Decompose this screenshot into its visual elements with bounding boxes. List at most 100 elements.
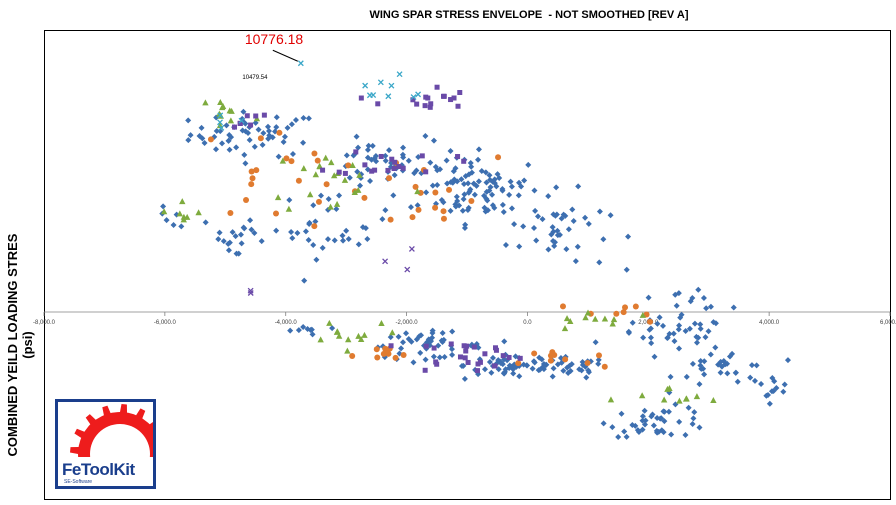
data-point-triangle [389, 329, 396, 336]
data-point-diamond [550, 228, 557, 235]
x-tick-label: 6,000.0 [880, 320, 896, 326]
data-point-triangle [660, 396, 668, 403]
data-point-diamond [317, 192, 324, 199]
data-point-diamond [434, 182, 441, 189]
logo-tagline: SE-Software [64, 479, 93, 485]
data-point-diamond [676, 322, 683, 329]
data-point-diamond [429, 330, 436, 337]
data-point-diamond [273, 114, 280, 121]
data-point-circle [248, 181, 255, 188]
data-point-diamond [582, 214, 589, 221]
data-point-diamond [447, 147, 454, 154]
data-point-diamond [550, 365, 557, 372]
data-point-triangle [317, 336, 324, 343]
data-point-diamond [294, 229, 301, 236]
data-point-square [462, 355, 468, 361]
data-point-diamond [501, 338, 508, 345]
data-point-diamond [359, 224, 366, 231]
data-point-diamond [585, 367, 592, 374]
data-point-square [455, 103, 461, 109]
data-point-diamond [532, 207, 539, 214]
data-point-triangle [300, 165, 308, 172]
data-point-circle [400, 352, 407, 359]
data-point-diamond [259, 141, 266, 148]
data-point-x [217, 119, 223, 126]
data-point-diamond [656, 314, 663, 321]
data-point-square [461, 343, 467, 349]
data-point-diamond [306, 221, 313, 228]
data-point-diamond [682, 432, 689, 439]
data-point-diamond [651, 353, 658, 360]
data-point-diamond [689, 420, 696, 427]
data-point-diamond [670, 330, 677, 337]
data-point-square [244, 113, 250, 119]
data-point-triangle [341, 176, 349, 183]
data-point-square [253, 113, 259, 119]
data-point-diamond [246, 136, 253, 143]
data-point-triangle [334, 328, 341, 335]
data-point-diamond [673, 302, 680, 309]
data-point-square [475, 361, 481, 367]
annotation-secondary: 10479.54 [242, 75, 268, 81]
data-point-circle [314, 157, 321, 164]
data-point-diamond [475, 178, 482, 185]
data-point-diamond [364, 154, 371, 161]
data-point-triangle [639, 311, 647, 318]
data-point-diamond [648, 340, 655, 347]
data-point-diamond [717, 369, 724, 376]
data-point-diamond [185, 117, 192, 124]
data-point-diamond [764, 392, 771, 399]
data-point-diamond [625, 328, 632, 335]
data-point-diamond [273, 227, 280, 234]
data-point-circle [632, 303, 639, 310]
data-point-diamond [668, 431, 675, 438]
data-point-square [448, 97, 454, 103]
data-point-diamond [400, 144, 407, 151]
data-point-triangle [414, 188, 421, 195]
data-point-diamond [333, 206, 340, 213]
data-point-circle [432, 204, 439, 211]
data-point-circle [345, 162, 352, 169]
data-point-diamond [461, 224, 468, 231]
data-point-triangle [567, 318, 574, 325]
data-point-diamond [493, 183, 500, 190]
annotation-leader [272, 49, 299, 62]
data-point-triangle [361, 331, 368, 338]
data-point-diamond [572, 258, 579, 265]
data-point-diamond [563, 246, 570, 253]
data-point-x [247, 290, 254, 296]
data-point-diamond [339, 232, 346, 239]
data-point-diamond [484, 197, 491, 204]
data-point-diamond [700, 295, 707, 302]
data-point-diamond [212, 146, 219, 153]
data-point-diamond [685, 404, 692, 411]
data-point-diamond [766, 400, 773, 407]
data-point-x [396, 71, 403, 78]
data-point-circle [647, 318, 654, 325]
data-point-diamond [691, 409, 698, 416]
data-point-diamond [585, 220, 592, 227]
data-point-diamond [255, 126, 262, 133]
data-point-diamond [529, 365, 536, 372]
data-point-diamond [453, 193, 460, 200]
data-point-circle [415, 206, 422, 213]
data-point-diamond [531, 359, 538, 366]
data-point-square [396, 164, 402, 170]
data-point-diamond [508, 183, 515, 190]
data-point-diamond [697, 325, 704, 332]
data-point-diamond [229, 229, 236, 236]
data-point-diamond [307, 326, 314, 333]
data-point-diamond [428, 338, 435, 345]
plot-frame [44, 30, 891, 500]
data-point-diamond [310, 202, 317, 209]
data-point-square [353, 149, 359, 155]
data-point-diamond [319, 244, 326, 251]
data-point-diamond [520, 361, 527, 368]
x-tick-label: -2,000.0 [396, 320, 419, 326]
data-point-diamond [301, 277, 308, 284]
data-point-diamond [305, 115, 312, 122]
data-point-diamond [220, 238, 227, 245]
data-point-circle [595, 352, 602, 359]
data-point-circle [315, 198, 322, 205]
data-point-diamond [536, 366, 543, 373]
